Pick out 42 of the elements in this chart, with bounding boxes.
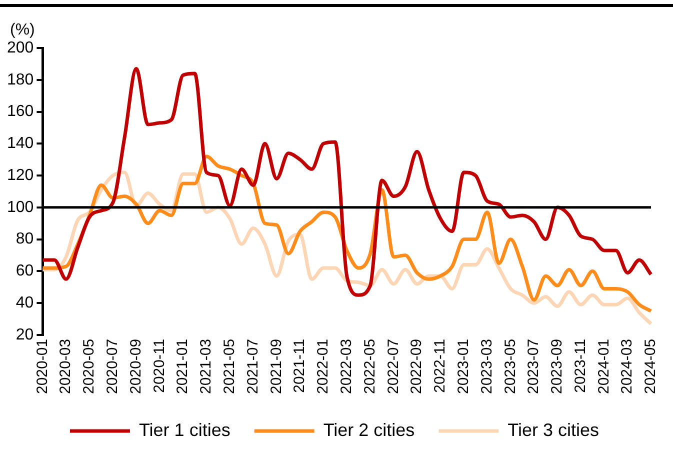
x-tick-label: 2024-01 <box>595 338 612 394</box>
y-tick-label: 120 <box>6 166 34 184</box>
y-tick-label: 200 <box>6 39 34 56</box>
legend-label: Tier 1 cities <box>138 420 230 440</box>
x-tick-label: 2024-05 <box>642 338 660 394</box>
x-tick-label: 2021-09 <box>268 338 285 394</box>
x-tick-label: 2020-11 <box>150 338 168 393</box>
x-tick-label: 2023-07 <box>525 338 542 394</box>
x-tick-label: 2020-07 <box>104 338 122 394</box>
y-tick-label: 160 <box>6 103 34 120</box>
x-tick-label: 2023-11 <box>572 338 589 393</box>
x-tick-label: 2020-03 <box>57 338 74 394</box>
x-tick-label: 2021-11 <box>291 338 308 393</box>
x-tick-label: 2022-03 <box>338 338 355 394</box>
y-axis-title: (%) <box>10 21 35 38</box>
x-tick-label: 2020-09 <box>127 338 144 394</box>
x-tick-label: 2021-07 <box>244 338 262 394</box>
y-tick-label: 60 <box>16 262 34 280</box>
y-tick-label: 100 <box>6 198 34 216</box>
y-tick-label: 140 <box>6 135 34 152</box>
x-tick-label: 2022-01 <box>314 338 332 394</box>
x-tick-label: 2023-03 <box>478 338 496 394</box>
x-tick-label: 2022-09 <box>408 338 426 394</box>
x-tick-label: 2020-01 <box>34 338 51 394</box>
x-tick-label: 2023-09 <box>548 338 566 394</box>
x-tick-label: 2023-05 <box>502 338 519 394</box>
x-tick-label: 2021-03 <box>198 338 215 394</box>
x-tick-label: 2024-03 <box>618 338 636 394</box>
x-tick-label: 2020-05 <box>80 338 98 394</box>
y-tick-label: 40 <box>16 294 34 312</box>
x-tick-label: 2022-07 <box>384 338 402 394</box>
y-tick-label: 20 <box>16 326 34 344</box>
legend-label: Tier 2 cities <box>323 420 415 440</box>
x-tick-label: 2022-05 <box>361 338 378 394</box>
legend-label: Tier 3 cities <box>508 420 600 440</box>
line-series <box>40 66 653 297</box>
y-tick-label: 80 <box>16 230 34 248</box>
y-tick-label: 180 <box>6 71 34 88</box>
x-tick-label: 2021-05 <box>221 338 238 394</box>
x-tick-label: 2021-01 <box>174 338 192 394</box>
x-tick-label: 2022-11 <box>432 338 449 393</box>
x-tick-label: 2023-01 <box>454 338 472 394</box>
